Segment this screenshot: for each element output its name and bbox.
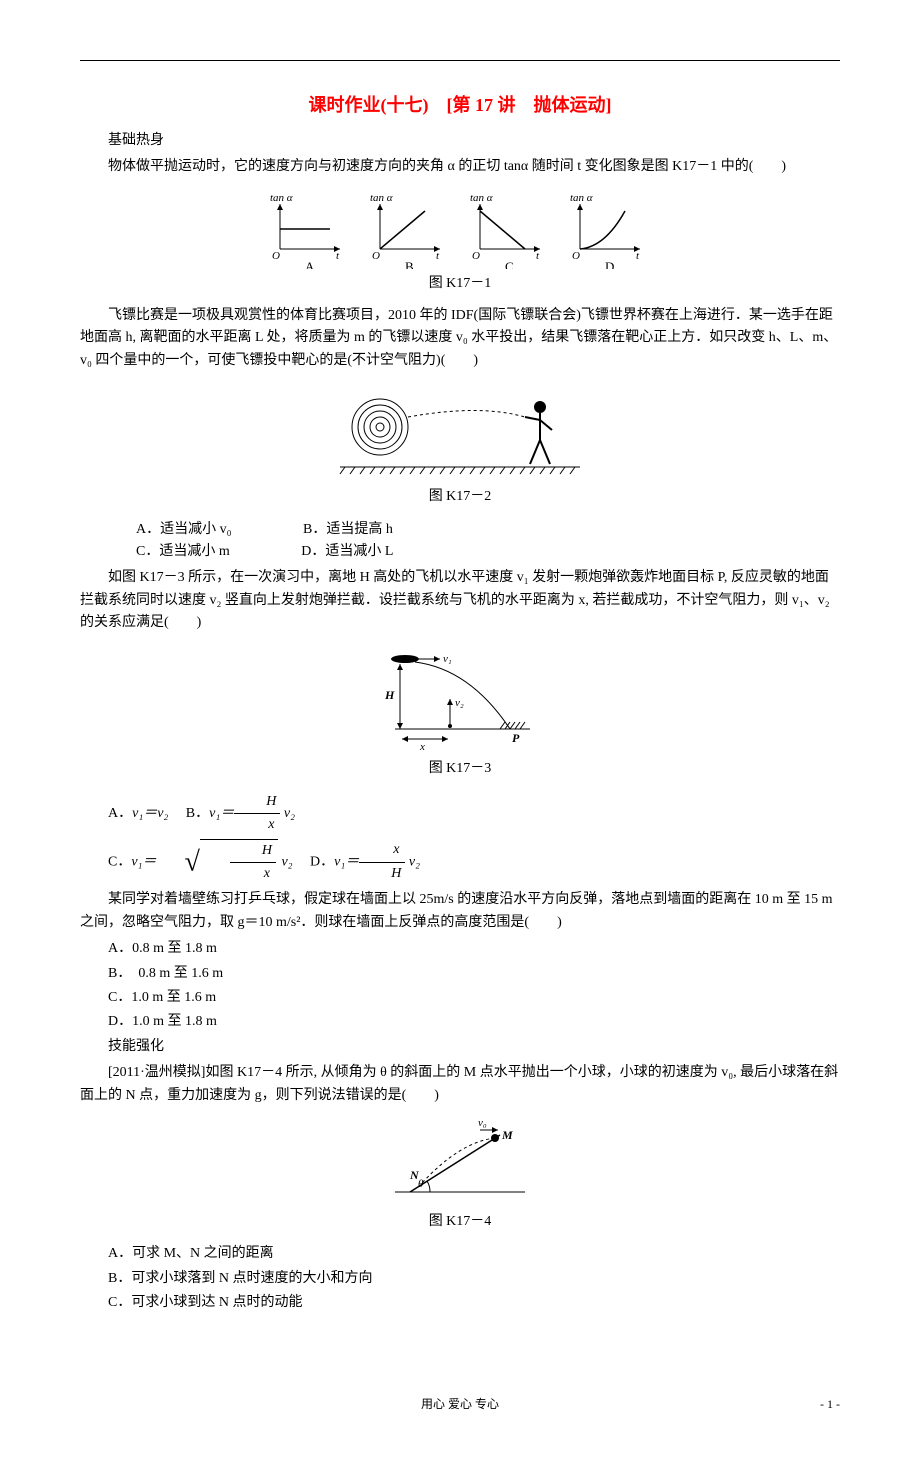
q3-opt-b-v2: v₂ [280,806,295,821]
svg-text:C: C [505,259,514,269]
q3-opt-a-label: A． [108,806,132,821]
question-2: 飞镖比赛是一项极具观赏性的体育比赛项目，2010 年的 IDF(国际飞镖联合会)… [80,305,840,372]
question-1: 物体做平抛运动时，它的速度方向与初速度方向的夹角 α 的正切 tanα 随时间 … [80,156,840,178]
q5-opt-c: C．可求小球到达 N 点时的动能 [80,1292,840,1314]
q3-text: 如图 K17－3 所示，在一次演习中，离地 H 高处的飞机以水平速度 v₁ 发射… [80,570,830,630]
q2-diagram-svg [330,382,590,482]
footer-motto: 用心 爱心 专心 [421,1397,499,1411]
q5-text: [2011·温州模拟]如图 K17－4 所示, 从倾角为 θ 的斜面上的 M 点… [80,1065,838,1102]
q3-opt-a-eq: v₁＝v₂ [132,806,168,821]
svg-text:t: t [336,250,340,262]
figure-k17-3-caption: 图 K17－3 [80,758,840,780]
footer: 用心 爱心 专心 - 1 - [80,1395,840,1414]
svg-text:H: H [384,688,395,702]
q3-opt-b-frac: Hx [234,791,280,837]
svg-text:t: t [636,250,640,262]
q3-opt-b-label: B． [186,806,209,821]
q5-opt-a: A．可求 M、N 之间的距离 [80,1243,840,1265]
q4-opt-a: A．0.8 m 至 1.8 m [80,938,840,960]
q2-opt-d: D．适当减小 L [273,541,393,563]
svg-text:D: D [605,259,614,269]
svg-text:v₂: v₂ [455,697,464,709]
svg-text:v₁: v₁ [443,653,452,665]
svg-text:θ: θ [418,1178,424,1190]
q4-opt-b: B． 0.8 m 至 1.6 m [80,963,840,985]
question-3: 如图 K17－3 所示，在一次演习中，离地 H 高处的飞机以水平速度 v₁ 发射… [80,567,840,634]
q3-opt-c-sqrt: √Hx [156,839,278,886]
figure-k17-2: 图 K17－2 [80,382,840,508]
section-basics: 基础热身 [80,130,840,152]
svg-text:O: O [272,250,280,262]
q2-text: 飞镖比赛是一项极具观赏性的体育比赛项目，2010 年的 IDF(国际飞镖联合会)… [80,308,837,368]
svg-text:O: O [572,250,580,262]
svg-text:v₀: v₀ [478,1117,487,1129]
q3-opt-b-v1: v₁＝ [209,806,234,821]
q3-opt-c-v1: v₁＝ [131,854,156,869]
svg-text:tan α: tan α [270,192,293,204]
svg-text:M: M [501,1128,513,1142]
page-number: - 1 - [820,1395,840,1414]
header-rule [80,60,840,61]
q3-opt-d-label: D． [310,854,334,869]
q3-opt-d-v2: v₂ [405,854,420,869]
figure-k17-3: v₁ H v₂ x P 图 K17－3 [80,644,840,780]
q4-opt-c: C．1.0 m 至 1.6 m [80,987,840,1009]
q2-options-ab: A．适当减小 v₀ B．适当提高 h [80,519,840,541]
svg-text:tan α: tan α [370,192,393,204]
q3-options-cd: C．v₁＝√Hx v₂ D．v₁＝xH v₂ [80,839,840,886]
q5-opt-b: B．可求小球落到 N 点时速度的大小和方向 [80,1268,840,1290]
q3-opt-c-label: C． [108,854,131,869]
svg-text:x: x [419,741,425,753]
q1-graphs-svg: tan α t O A tan α t O B tan α t O [250,189,670,269]
q2-opt-c: C．适当减小 m [108,541,230,563]
q2-opt-b: B．适当提高 h [275,519,393,541]
svg-text:O: O [372,250,380,262]
figure-k17-1-caption: 图 K17－1 [80,273,840,295]
question-5: [2011·温州模拟]如图 K17－4 所示, 从倾角为 θ 的斜面上的 M 点… [80,1062,840,1107]
question-4: 某同学对着墙壁练习打乒乓球，假定球在墙面上以 25m/s 的速度沿水平方向反弹，… [80,889,840,934]
q1-text: 物体做平抛运动时，它的速度方向与初速度方向的夹角 α 的正切 tanα 随时间 … [108,159,786,174]
figure-k17-4-caption: 图 K17－4 [80,1211,840,1233]
q3-opt-c-v2: v₂ [278,854,293,869]
svg-text:tan α: tan α [570,192,593,204]
svg-text:B: B [405,259,414,269]
q3-opt-d-v1: v₁＝ [334,854,359,869]
svg-text:P: P [512,731,520,745]
q5-diagram-svg: θ N M v₀ [380,1117,540,1207]
svg-text:A: A [305,259,315,269]
svg-text:O: O [472,250,480,262]
section-skills: 技能强化 [80,1036,840,1058]
figure-k17-4: θ N M v₀ 图 K17－4 [80,1117,840,1233]
svg-text:t: t [436,250,440,262]
q3-options-ab: A．v₁＝v₂ B．v₁＝Hx v₂ [80,791,840,837]
figure-k17-1: tan α t O A tan α t O B tan α t O [80,189,840,295]
q4-opt-d: D．1.0 m 至 1.8 m [80,1011,840,1033]
svg-text:tan α: tan α [470,192,493,204]
q3-diagram-svg: v₁ H v₂ x P [370,644,550,754]
q2-opt-a: A．适当减小 v₀ [108,519,232,541]
svg-text:t: t [536,250,540,262]
svg-text:N: N [409,1168,420,1182]
q2-options-cd: C．适当减小 m D．适当减小 L [80,541,840,563]
q4-text: 某同学对着墙壁练习打乒乓球，假定球在墙面上以 25m/s 的速度沿水平方向反弹，… [80,892,833,929]
q3-opt-d-frac: xH [359,839,405,885]
page-title: 课时作业(十七) [第 17 讲 抛体运动] [80,91,840,120]
figure-k17-2-caption: 图 K17－2 [80,486,840,508]
